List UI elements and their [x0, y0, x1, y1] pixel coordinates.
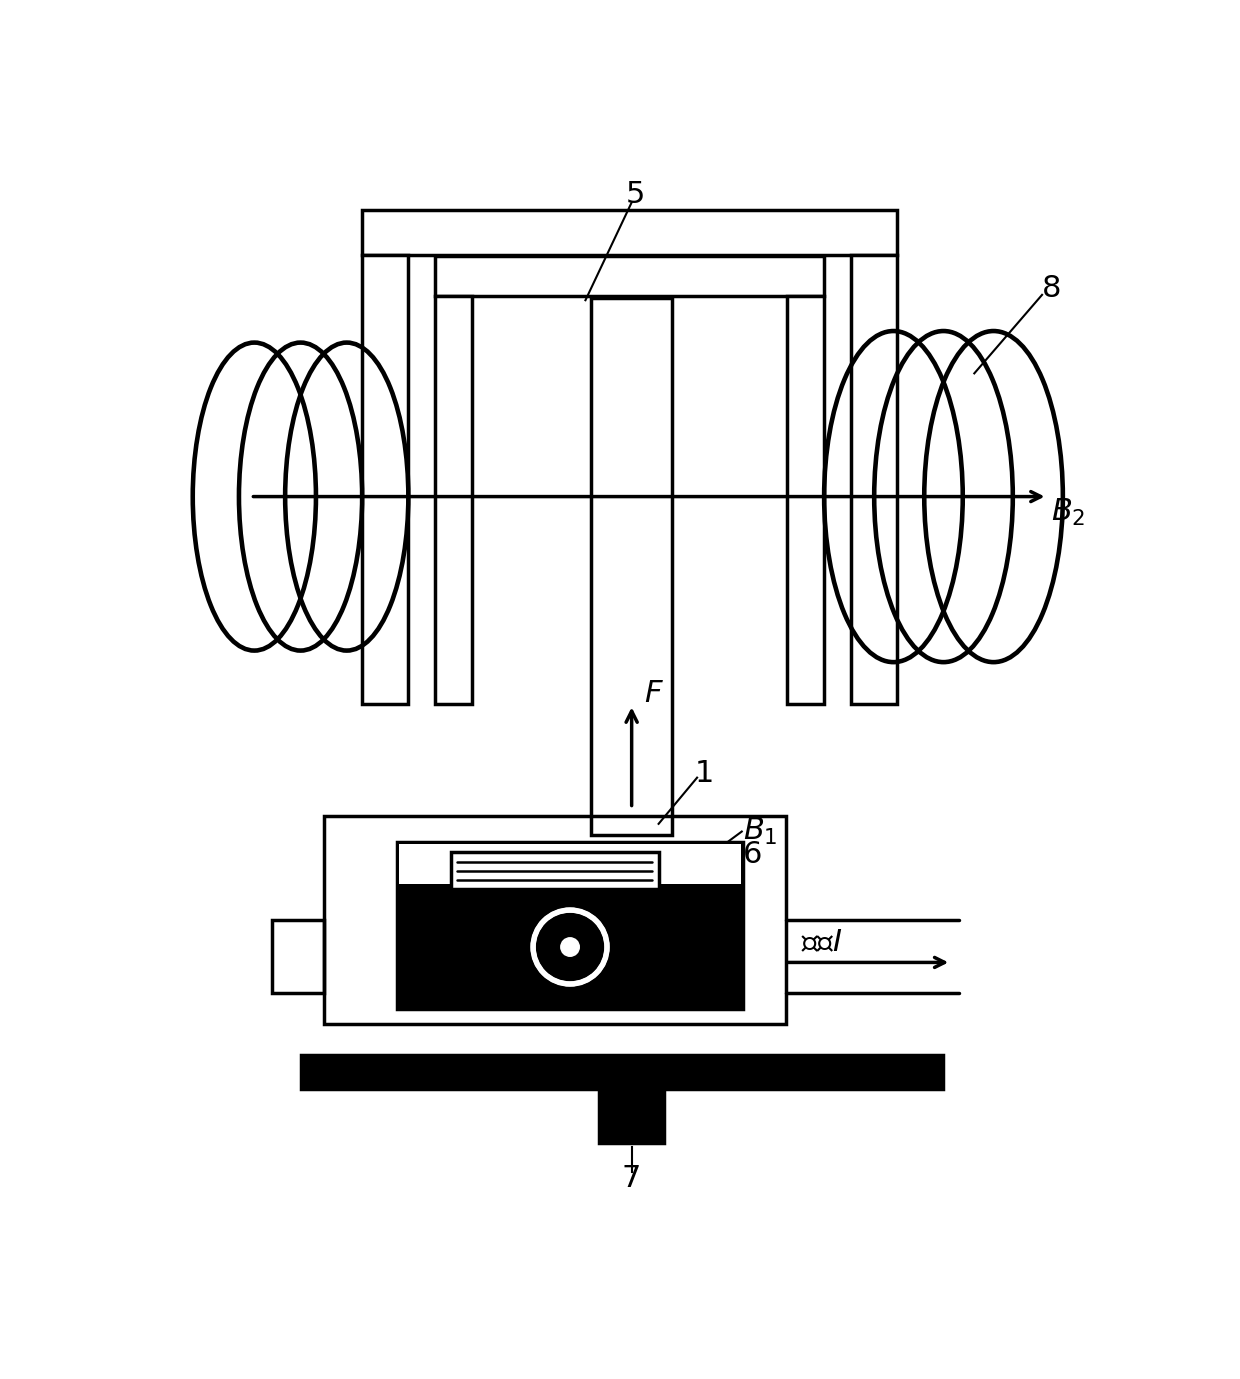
Bar [435, 296, 472, 705]
Text: 电流$I$: 电流$I$ [801, 928, 842, 957]
Bar [851, 255, 898, 705]
Text: 7: 7 [622, 1164, 641, 1193]
Bar [590, 298, 672, 836]
Polygon shape [599, 1089, 663, 1143]
Bar [399, 844, 742, 884]
Bar [435, 256, 825, 296]
Circle shape [533, 910, 608, 985]
Bar [787, 296, 825, 705]
Text: 6: 6 [743, 840, 763, 869]
Text: $B_1$: $B_1$ [743, 816, 777, 847]
Bar [397, 841, 743, 1008]
Text: $B_2$: $B_2$ [1052, 496, 1086, 528]
Text: 1: 1 [696, 760, 714, 789]
Text: $F$: $F$ [644, 680, 663, 709]
Bar [450, 852, 658, 889]
Bar [324, 816, 786, 1025]
Circle shape [560, 938, 579, 956]
Text: 8: 8 [1042, 274, 1061, 303]
Bar [362, 210, 898, 255]
Text: 5: 5 [626, 181, 645, 210]
Bar [362, 255, 408, 705]
Bar [300, 1055, 944, 1089]
Bar [272, 920, 324, 993]
Circle shape [567, 945, 573, 950]
